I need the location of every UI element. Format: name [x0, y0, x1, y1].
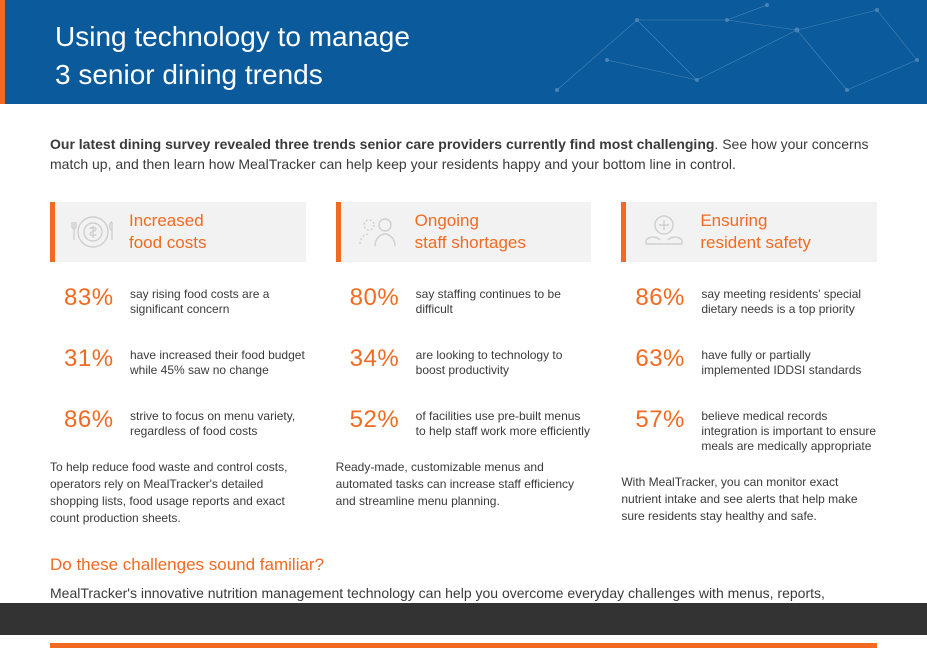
stat-text: say meeting residents' special dietary n… [701, 284, 877, 317]
stat-row: 34%are looking to technology to boost pr… [336, 345, 592, 378]
care-hands-icon [638, 210, 690, 254]
column-header: Ongoingstaff shortages [336, 202, 592, 262]
stat-percent: 86% [64, 406, 130, 434]
network-decoration [547, 0, 927, 104]
stat-percent: 52% [350, 406, 416, 434]
column-resident-safety: Ensuringresident safety 86%say meeting r… [621, 202, 877, 527]
plate-dollar-icon [67, 210, 119, 254]
stat-percent: 86% [635, 284, 701, 312]
column-food-costs: Increasedfood costs 83%say rising food c… [50, 202, 306, 527]
trend-columns: Increasedfood costs 83%say rising food c… [50, 202, 877, 527]
stat-text: strive to focus on menu variety, regardl… [130, 406, 306, 439]
page: Using technology to manage3 senior dinin… [0, 0, 927, 635]
stat-percent: 80% [350, 284, 416, 312]
stat-text: have increased their food budget while 4… [130, 345, 306, 378]
column-footer: With MealTracker, you can monitor exact … [621, 474, 877, 525]
column-footer: Ready-made, customizable menus and autom… [336, 459, 592, 510]
hero-banner: Using technology to manage3 senior dinin… [0, 0, 927, 104]
stat-text: are looking to technology to boost produ… [416, 345, 592, 378]
column-staff-shortages: Ongoingstaff shortages 80%say staffing c… [336, 202, 592, 527]
divider-line [50, 643, 877, 648]
stat-row: 86%say meeting residents' special dietar… [621, 284, 877, 317]
stat-row: 86%strive to focus on menu variety, rega… [50, 406, 306, 439]
column-title: Ongoingstaff shortages [415, 210, 526, 254]
stat-text: of facilities use pre-built menus to hel… [416, 406, 592, 439]
familiar-heading: Do these challenges sound familiar? [50, 555, 877, 575]
content-area: Our latest dining survey revealed three … [0, 104, 927, 648]
stat-percent: 31% [64, 345, 130, 373]
column-footer: To help reduce food waste and control co… [50, 459, 306, 527]
stat-percent: 63% [635, 345, 701, 373]
hero-title: Using technology to manage3 senior dinin… [55, 18, 410, 94]
stat-row: 63%have fully or partially implemented I… [621, 345, 877, 378]
intro-paragraph: Our latest dining survey revealed three … [50, 134, 877, 174]
intro-bold: Our latest dining survey revealed three … [50, 136, 714, 152]
stat-text: say staffing continues to be difficult [416, 284, 592, 317]
stat-row: 57%believe medical records integration i… [621, 406, 877, 454]
stat-text: have fully or partially implemented IDDS… [701, 345, 877, 378]
staff-icon [353, 210, 405, 254]
stat-percent: 83% [64, 284, 130, 312]
stat-text: believe medical records integration is i… [701, 406, 877, 454]
stat-percent: 34% [350, 345, 416, 373]
stat-percent: 57% [635, 406, 701, 434]
stat-row: 31%have increased their food budget whil… [50, 345, 306, 378]
stat-row: 83%say rising food costs are a significa… [50, 284, 306, 317]
column-header: Ensuringresident safety [621, 202, 877, 262]
footer-bar [0, 603, 927, 635]
stat-row: 80%say staffing continues to be difficul… [336, 284, 592, 317]
column-title: Ensuringresident safety [700, 210, 811, 254]
stat-row: 52%of facilities use pre-built menus to … [336, 406, 592, 439]
column-header: Increasedfood costs [50, 202, 306, 262]
column-title: Increasedfood costs [129, 210, 207, 254]
stat-text: say rising food costs are a significant … [130, 284, 306, 317]
